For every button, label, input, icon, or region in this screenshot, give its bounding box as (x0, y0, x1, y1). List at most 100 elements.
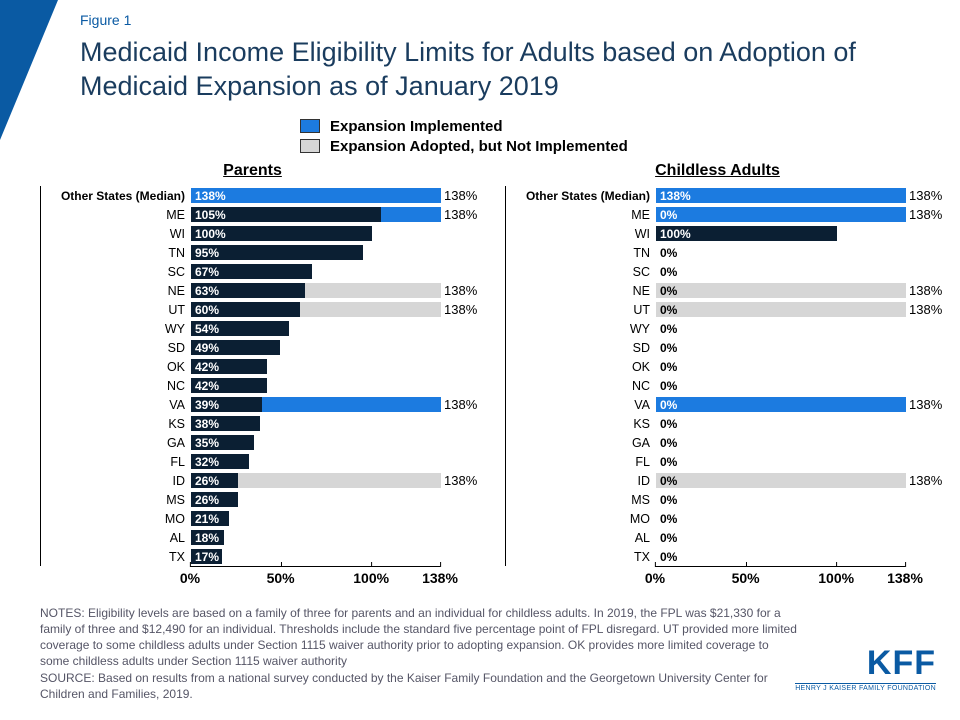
state-label: KS (506, 417, 656, 431)
bar-value-label: 21% (195, 511, 219, 526)
bar-end-label: 138% (441, 207, 477, 222)
bar-area: 0% (656, 454, 930, 469)
bar-area: 0% (656, 530, 930, 545)
state-label: TX (506, 550, 656, 564)
bar-value-label: 0% (660, 245, 677, 260)
kff-logo: KFF HENRY J KAISER FAMILY FOUNDATION (795, 644, 936, 692)
source-label: SOURCE: (40, 671, 95, 685)
state-label: WI (41, 227, 191, 241)
state-label: TN (41, 246, 191, 260)
bar-row: WI100% (506, 224, 930, 243)
bar-area: 0% (656, 549, 930, 564)
bar-end-label: 138% (441, 302, 477, 317)
bar-row: KS0% (506, 414, 930, 433)
bar-row: MS0% (506, 490, 930, 509)
swatch-implemented (300, 119, 320, 133)
bar-area: 105%138% (191, 207, 465, 222)
state-label: OK (506, 360, 656, 374)
bar-end-label: 138% (441, 283, 477, 298)
bar-value-label: 0% (660, 511, 677, 526)
bar-row: SC0% (506, 262, 930, 281)
bar-value-label: 39% (195, 397, 219, 412)
state-label: NC (41, 379, 191, 393)
bar-value-label: 32% (195, 454, 219, 469)
bar-row: WI 100% (41, 224, 465, 243)
bar-value-label: 138% (660, 188, 691, 203)
bar-end-label: 138% (906, 207, 942, 222)
bar-row: GA0% (506, 433, 930, 452)
bar-row: SD0% (506, 338, 930, 357)
legend-implemented-label: Expansion Implemented (330, 118, 503, 135)
state-label: SC (506, 265, 656, 279)
bar-adopted (656, 207, 906, 222)
state-label: TX (41, 550, 191, 564)
state-label: FL (41, 455, 191, 469)
legend-adopted: Expansion Adopted, but Not Implemented (300, 136, 628, 156)
state-label: NE (41, 284, 191, 298)
state-label: SC (41, 265, 191, 279)
bar-row: SC67% (41, 262, 465, 281)
bar-value-label: 0% (660, 473, 677, 488)
state-label: WY (506, 322, 656, 336)
bar-area: 49% (191, 340, 465, 355)
bar-area: 0%138% (656, 473, 930, 488)
bar-area: 0% (656, 416, 930, 431)
bar-row: Other States (Median)138%138% (41, 186, 465, 205)
state-label: NE (506, 284, 656, 298)
bar-area: 0%138% (656, 283, 930, 298)
bar-area: 0% (656, 321, 930, 336)
axis-tick: 100% (818, 567, 854, 586)
bar-row: TX0% (506, 547, 930, 566)
bar-end-label: 138% (906, 283, 942, 298)
state-label: ID (506, 474, 656, 488)
bar-value-label: 38% (195, 416, 219, 431)
chart-panel: ParentsOther States (Median)138%138%ME10… (40, 162, 465, 590)
bar-value-label: 0% (660, 359, 677, 374)
x-axis: 0%50%100%138% (190, 566, 440, 590)
bar-area: 0% (656, 435, 930, 450)
bar-area: 100% (656, 226, 930, 241)
bar-area: 39%138% (191, 397, 465, 412)
bar-row: VA39%138% (41, 395, 465, 414)
bar-value-label: 42% (195, 378, 219, 393)
bar-value-label: 42% (195, 359, 219, 374)
bar-row: AL18% (41, 528, 465, 547)
bar-value-label: 49% (195, 340, 219, 355)
bar-end-label: 138% (906, 188, 942, 203)
bar-row: SD 49% (41, 338, 465, 357)
bar-row: NC0% (506, 376, 930, 395)
bar-value-label: 100% (195, 226, 226, 241)
bar-row: TX17% (41, 547, 465, 566)
bar-value-label: 0% (660, 340, 677, 355)
bar-area: 67% (191, 264, 465, 279)
bar-row: MO0% (506, 509, 930, 528)
bar-row: TN95% (41, 243, 465, 262)
chart-title: Childless Adults (505, 162, 930, 180)
axis-tick: 138% (422, 567, 458, 586)
bar-row: VA0%138% (506, 395, 930, 414)
bar-area: 0% (656, 492, 930, 507)
legend: Expansion Implemented Expansion Adopted,… (300, 116, 628, 156)
axis-tick: 50% (267, 567, 295, 586)
x-axis: 0%50%100%138% (655, 566, 905, 590)
bar-value-label: 0% (660, 397, 677, 412)
bar-row: WY0% (506, 319, 930, 338)
bar-area: 38% (191, 416, 465, 431)
bar-area: 100% (191, 226, 465, 241)
legend-implemented: Expansion Implemented (300, 116, 628, 136)
notes-text: Eligibility levels are based on a family… (40, 606, 797, 669)
bar-area: 0%138% (656, 302, 930, 317)
state-label: SD (41, 341, 191, 355)
state-label: GA (41, 436, 191, 450)
bar-row: NC 42% (41, 376, 465, 395)
state-label: GA (506, 436, 656, 450)
bar-area: 0%138% (656, 397, 930, 412)
bar-row: MO 21% (41, 509, 465, 528)
state-label: MO (41, 512, 191, 526)
legend-adopted-label: Expansion Adopted, but Not Implemented (330, 138, 628, 155)
bar-value-label: 138% (195, 188, 226, 203)
bar-area: 0% (656, 378, 930, 393)
state-label: TN (506, 246, 656, 260)
state-label: ID (41, 474, 191, 488)
state-label: OK (41, 360, 191, 374)
